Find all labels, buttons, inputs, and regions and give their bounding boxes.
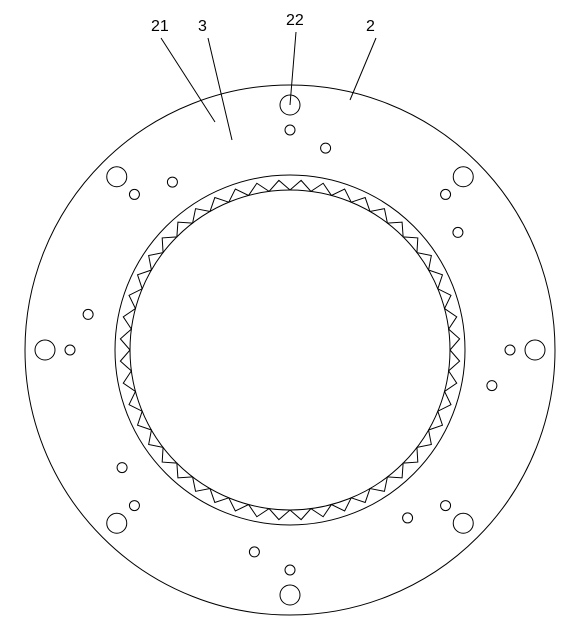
callout-label-21: 21: [151, 18, 169, 36]
diagram-container: 213222: [0, 0, 582, 640]
gear-flange-diagram: [0, 0, 582, 640]
callout-label-2: 2: [366, 18, 375, 36]
callout-label-3: 3: [198, 18, 207, 36]
callout-label-22: 22: [286, 12, 304, 30]
